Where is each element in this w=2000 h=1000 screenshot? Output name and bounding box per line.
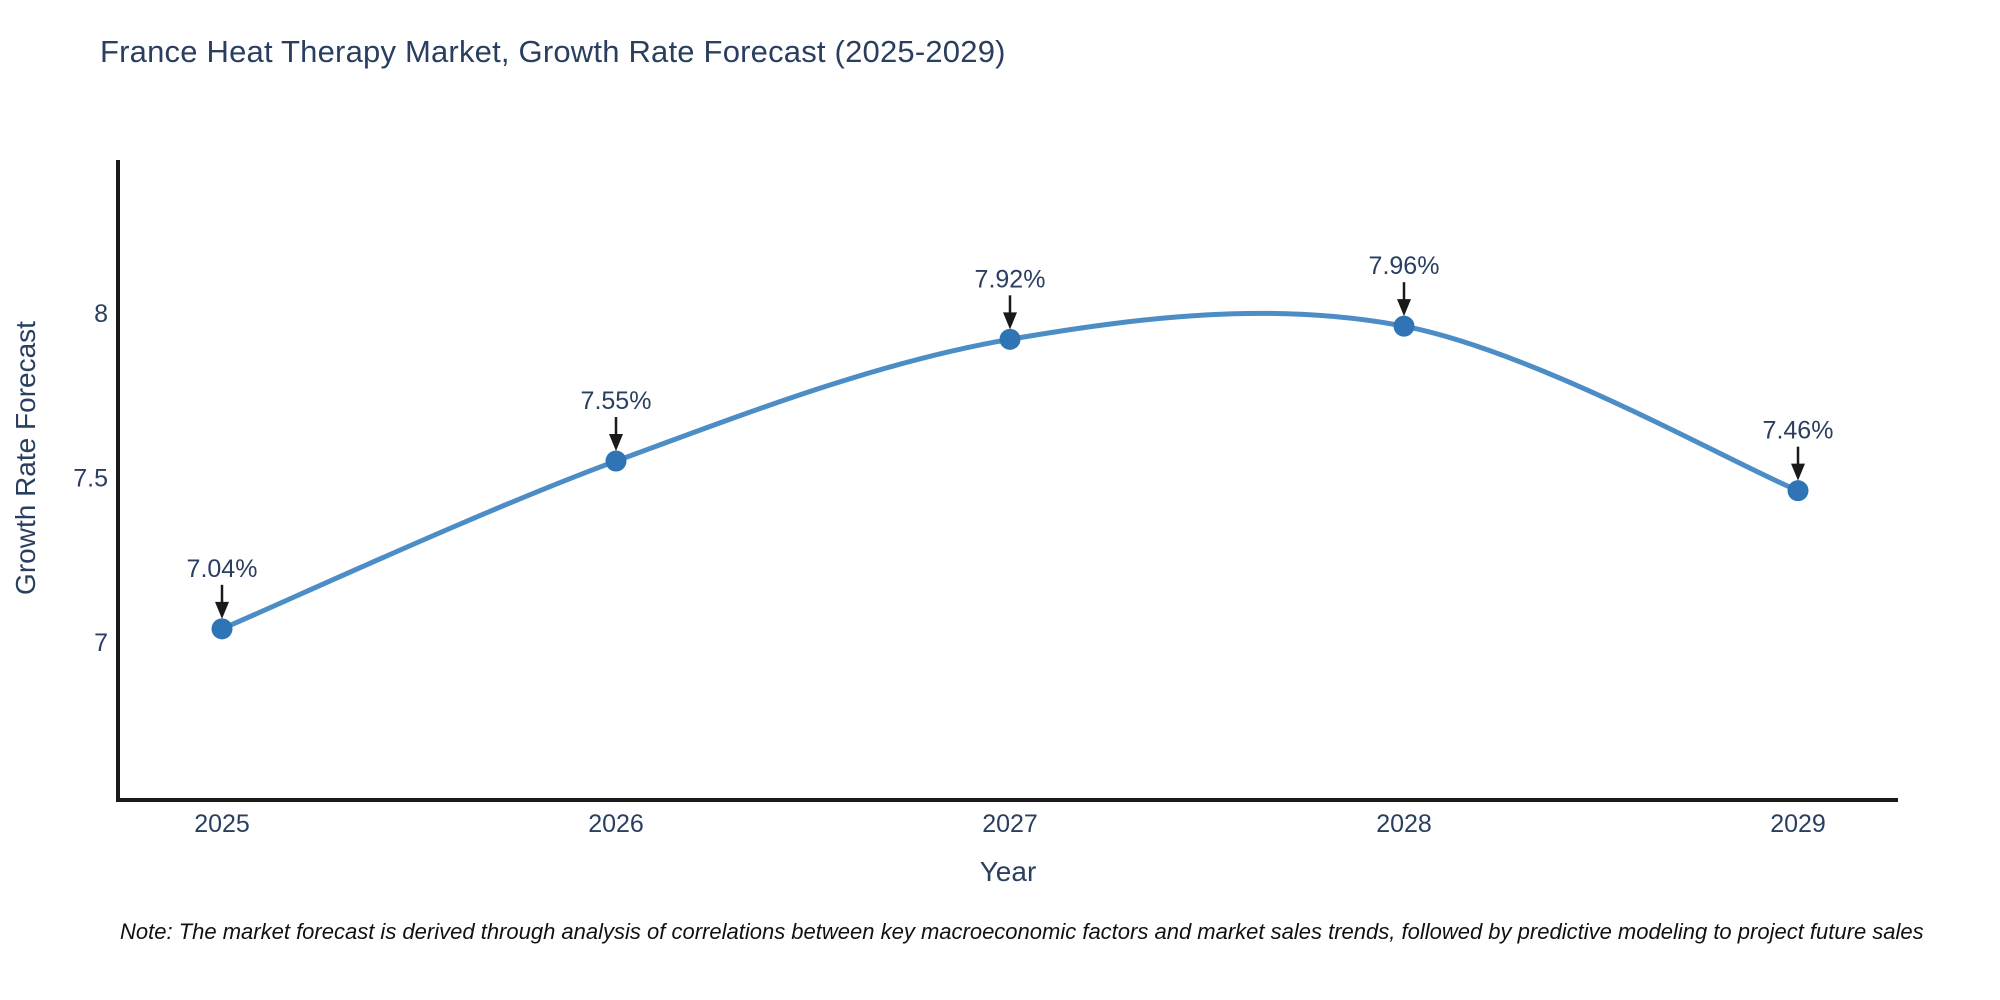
data-point-label: 7.46% — [1763, 417, 1834, 445]
x-tick-label: 2027 — [982, 810, 1038, 838]
data-point-marker — [1393, 315, 1415, 337]
footnote: Note: The market forecast is derived thr… — [120, 919, 1924, 944]
data-point-marker — [211, 618, 233, 640]
x-tick-label: 2026 — [588, 810, 644, 838]
x-axis-title: Year — [979, 856, 1037, 887]
annotation-arrow-head — [1791, 463, 1805, 481]
y-tick-label: 8 — [94, 300, 108, 328]
annotation-arrow-head — [215, 601, 229, 619]
annotation-arrow-head — [1003, 312, 1017, 330]
data-point-marker — [1787, 480, 1809, 502]
forecast-line — [219, 310, 1801, 632]
y-tick-label: 7 — [94, 629, 108, 657]
data-point-marker — [605, 450, 627, 472]
x-tick-label: 2028 — [1376, 810, 1432, 838]
chart-title: France Heat Therapy Market, Growth Rate … — [100, 34, 1006, 69]
data-point-label: 7.96% — [1369, 252, 1440, 280]
data-point-label: 7.04% — [187, 555, 258, 583]
data-point-marker — [999, 328, 1021, 350]
x-tick-label: 2029 — [1770, 810, 1826, 838]
y-axis-title: Growth Rate Forecast — [10, 321, 41, 595]
annotation-arrow-head — [1397, 299, 1411, 317]
y-tick-label: 7.5 — [73, 465, 108, 493]
x-tick-label: 2025 — [194, 810, 250, 838]
data-point-label: 7.55% — [581, 387, 652, 415]
data-point-label: 7.92% — [975, 265, 1046, 293]
annotation-arrow-head — [609, 434, 623, 452]
